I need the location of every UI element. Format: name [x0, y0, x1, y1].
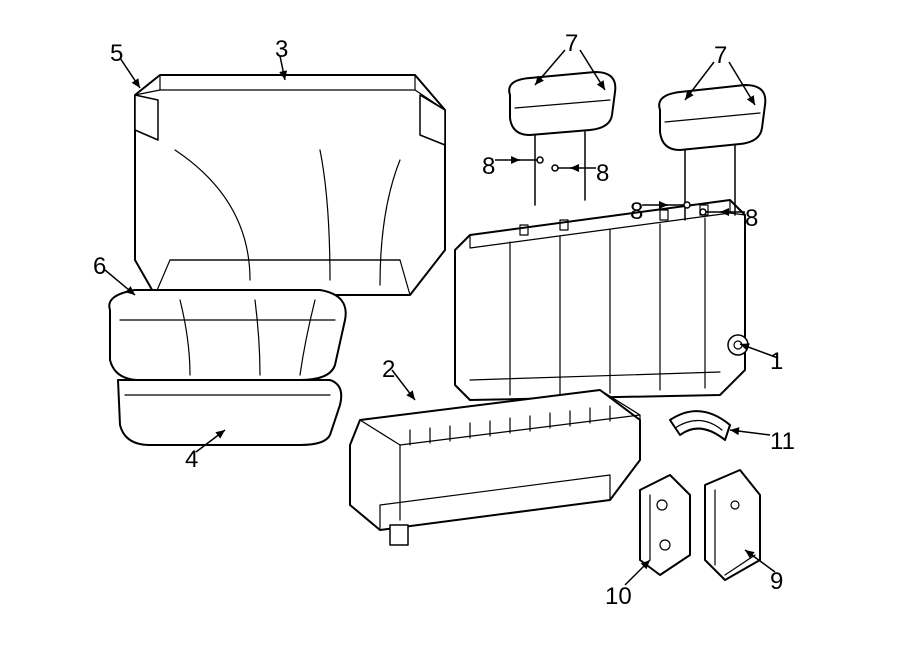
- part-seat-back-frame: [455, 200, 748, 400]
- diagram-svg: [0, 0, 900, 661]
- callout-9: 9: [770, 570, 783, 594]
- part-headrest-right: [659, 85, 765, 220]
- callout-3: 3: [275, 38, 288, 62]
- callout-4: 4: [185, 448, 198, 472]
- callout-8d: 8: [745, 207, 758, 231]
- callout-2: 2: [382, 358, 395, 382]
- callout-7b: 7: [714, 44, 727, 68]
- part-hinge-inner: [640, 475, 690, 575]
- part-hinge-outer: [705, 470, 760, 580]
- diagram-stage: 12345677888891011: [0, 0, 900, 661]
- callout-6: 6: [93, 255, 106, 279]
- part-seat-cushion-pad: [118, 380, 341, 445]
- callout-7: 7: [565, 32, 578, 56]
- callout-8b: 8: [596, 162, 609, 186]
- part-seat-cushion-cover: [109, 290, 345, 380]
- callout-8c: 8: [630, 200, 643, 224]
- part-seat-back: [135, 75, 445, 295]
- part-latch-strap: [670, 411, 730, 440]
- callout-11: 11: [770, 430, 795, 454]
- callout-5: 5: [110, 42, 123, 66]
- callout-10: 10: [605, 585, 632, 609]
- callout-1: 1: [770, 350, 783, 374]
- callout-8: 8: [482, 155, 495, 179]
- part-guide-pin-1: [518, 157, 543, 163]
- part-cushion-frame: [350, 390, 640, 545]
